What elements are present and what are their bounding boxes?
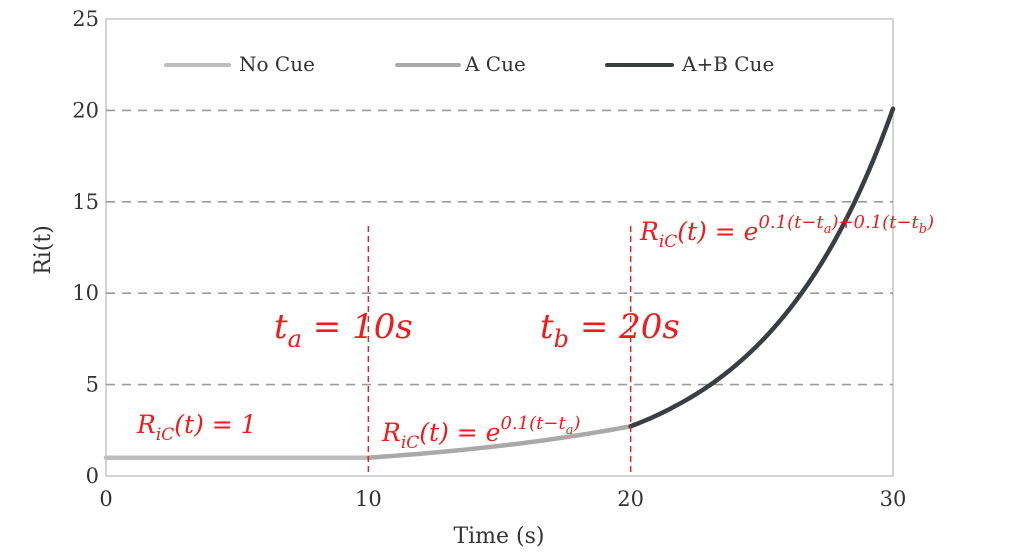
legend-label-a-b-cue: A+B Cue [681,52,774,76]
legend-label-no-cue: No Cue [239,52,315,76]
y-tick-label: 20 [72,98,99,122]
x-tick-label: 0 [99,487,112,511]
series-line-a-cue [366,424,633,460]
y-tick-label: 15 [72,190,99,214]
annotation-no-cue: RiC(t) = 1 [136,410,257,445]
legend-label-a-cue: A Cue [464,52,526,76]
legend: No Cue A Cue A+B Cue [164,52,774,76]
marker-label-tb: tb = 20s [540,307,680,353]
x-tick-label: 10 [355,487,382,511]
y-axis-label: Ri(t) [31,225,56,275]
annotation-a-b-cue: RiC(t) = e0.1(t−ta)+0.1(t−tb) [639,212,934,252]
y-tick-label: 0 [86,464,99,488]
time-markers [367,226,632,476]
x-axis-label: Time (s) [453,524,544,549]
grid-lines [106,109,893,386]
y-tick-label: 10 [72,281,99,305]
y-tick-labels: 0 5 10 15 20 25 [72,7,99,488]
x-tick-labels: 0 10 20 30 [99,487,906,511]
annotation-a-cue: RiC(t) = e0.1(t−ta) [381,413,580,453]
plot-area [105,18,894,477]
x-tick-label: 20 [617,487,644,511]
marker-label-ta: ta = 10s [274,307,413,353]
series-lines [103,106,896,460]
y-tick-label: 25 [72,7,99,31]
x-tick-label: 30 [880,487,907,511]
series-line-a-b-cue [628,106,896,429]
y-tick-label: 5 [86,373,99,397]
